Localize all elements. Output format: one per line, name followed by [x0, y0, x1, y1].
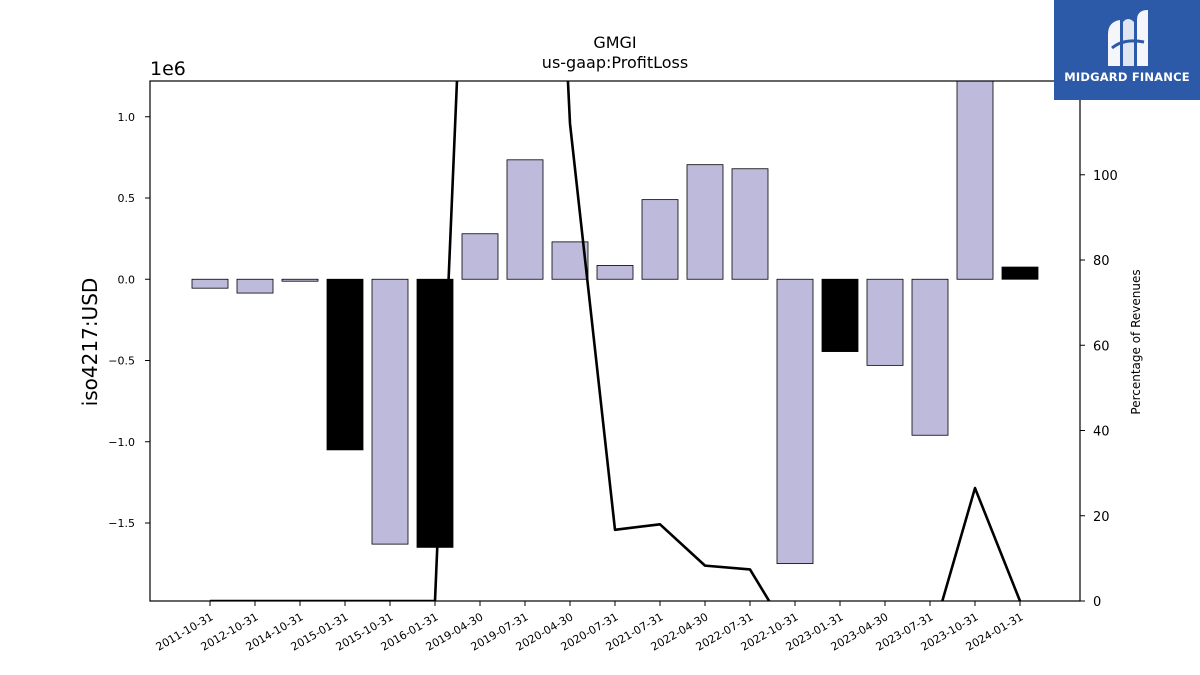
- y2-tick-label: 40: [1093, 425, 1110, 440]
- bar: [956, 81, 994, 280]
- bar: [506, 159, 544, 280]
- bar: [641, 199, 679, 280]
- midgard-finance-logo: MIDGARD FINANCE: [1054, 0, 1200, 100]
- bar: [326, 278, 364, 451]
- y-axis-label: iso4217:USD: [78, 278, 102, 407]
- line-path: [210, 81, 1022, 601]
- y2-tick-label: 100: [1093, 169, 1118, 184]
- y-tick-label: −1.0: [108, 436, 135, 449]
- y2-tick-label: 0: [1093, 595, 1101, 610]
- y-tick-label: 0.0: [118, 273, 136, 286]
- y2-tick-label: 60: [1093, 339, 1110, 354]
- bar: [191, 278, 229, 289]
- logo-mark-icon: [1108, 10, 1148, 66]
- x-axis-ticks: 2011-10-312012-10-312014-10-312015-01-31…: [154, 601, 1026, 654]
- logo-text: MIDGARD FINANCE: [1064, 70, 1190, 84]
- bar: [776, 278, 814, 565]
- bar: [731, 168, 769, 280]
- bar: [596, 265, 634, 280]
- bar: [686, 164, 724, 280]
- bar: [821, 278, 859, 352]
- line-series: [210, 81, 1022, 601]
- bar: [866, 278, 904, 366]
- y-tick-label: −1.5: [108, 517, 135, 530]
- y2-tick-label: 80: [1093, 254, 1110, 269]
- y-tick-label: 0.5: [118, 192, 136, 205]
- bar: [371, 278, 409, 545]
- bar: [281, 278, 319, 282]
- bar: [236, 278, 274, 294]
- y-tick-label: −0.5: [108, 355, 135, 368]
- chart-title: GMGI: [593, 33, 636, 52]
- bar: [911, 278, 949, 436]
- y2-axis-ticks: 0 20 40 60 80 100: [1080, 169, 1118, 610]
- bar: [461, 233, 499, 280]
- bar: [551, 241, 589, 280]
- y2-tick-label: 20: [1093, 510, 1110, 525]
- y-axis-multiplier: 1e6: [150, 58, 186, 80]
- bar: [1001, 266, 1039, 280]
- bar-series: [191, 81, 1039, 565]
- y-axis-ticks: 1.0 0.5 0.0 −0.5 −1.0 −1.5: [108, 111, 150, 530]
- y2-axis-label: Percentage of Revenues: [1129, 269, 1143, 414]
- y-tick-label: 1.0: [118, 111, 136, 124]
- chart-subtitle: us-gaap:ProfitLoss: [542, 53, 688, 72]
